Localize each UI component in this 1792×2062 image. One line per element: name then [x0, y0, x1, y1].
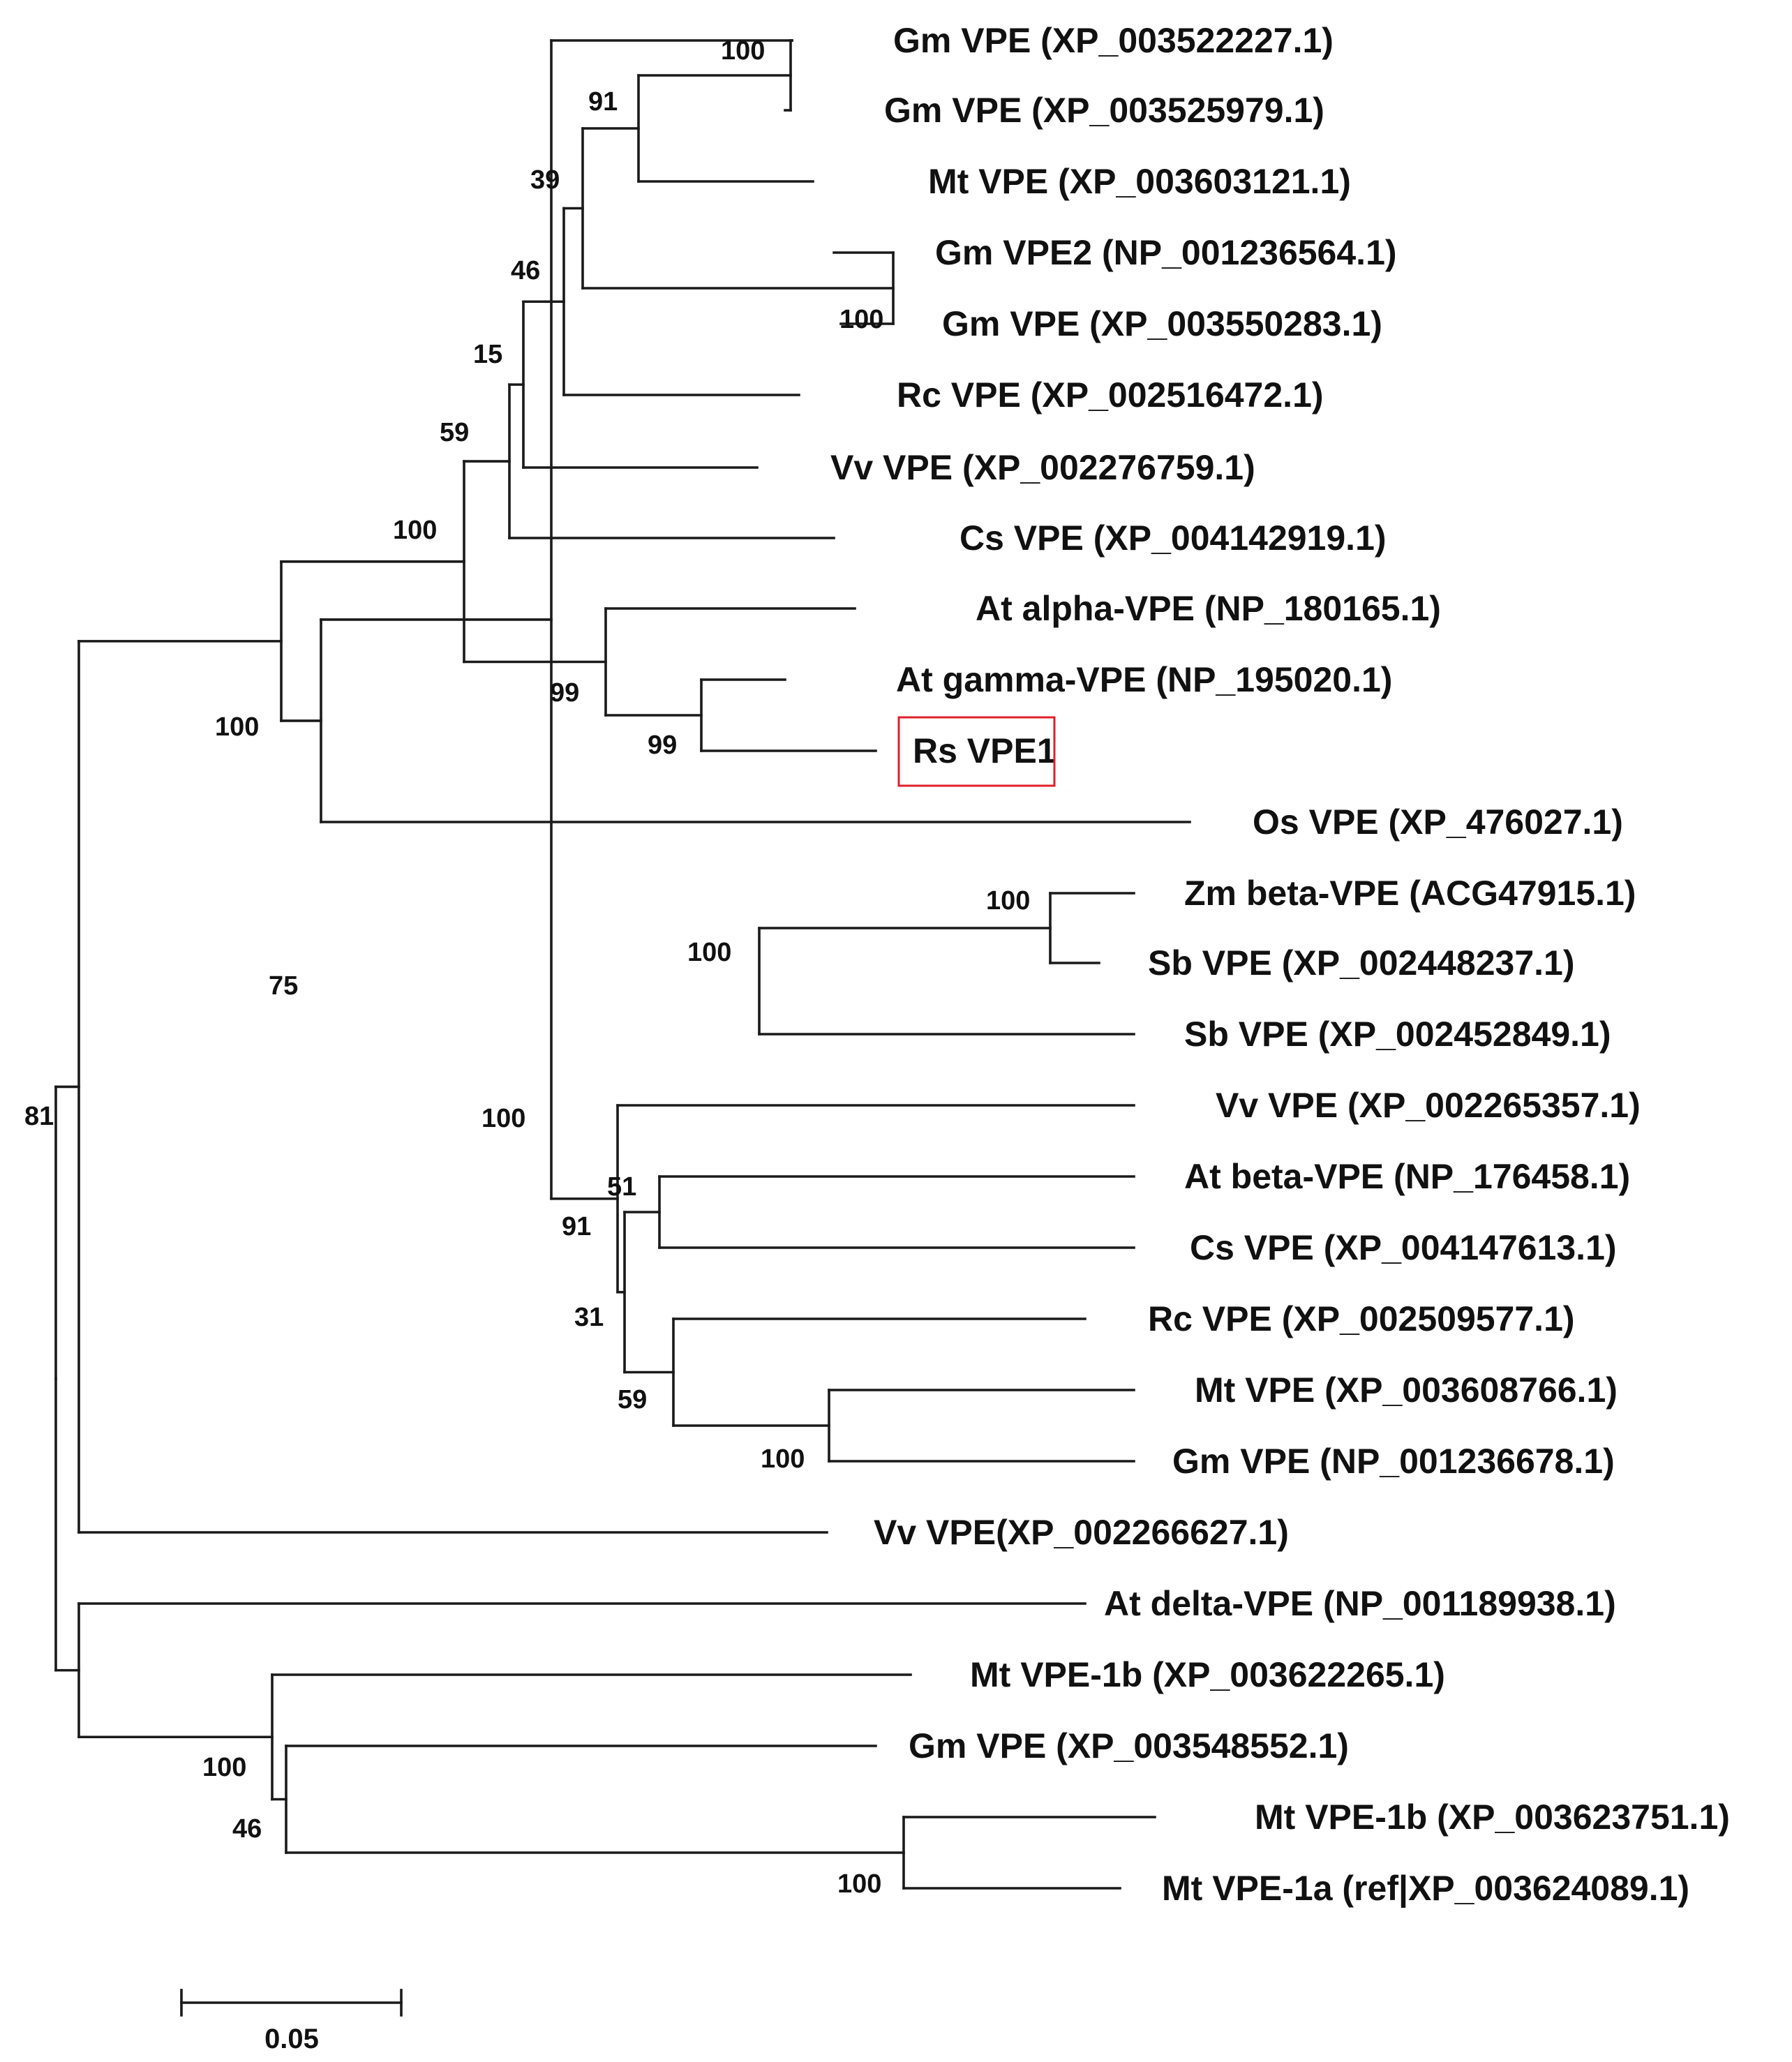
bootstrap-value: 100	[986, 886, 1030, 916]
leaf-label: Cs VPE (XP_004147613.1)	[1190, 1228, 1617, 1267]
scale-bar: 0.05	[180, 1989, 403, 2054]
bootstrap-value: 91	[588, 87, 618, 117]
leaf-labels: Gm VPE (XP_003522227.1) Gm VPE (XP_003525…	[830, 21, 1730, 1908]
bootstrap-value: 99	[550, 678, 579, 708]
highlight-box	[897, 716, 1056, 787]
leaf-label: Gm VPE (NP_001236678.1)	[1172, 1442, 1615, 1481]
tree-branches	[54, 39, 1191, 1890]
leaf-label: Zm beta-VPE (ACG47915.1)	[1184, 874, 1636, 913]
leaf-label: Gm VPE (XP_003550283.1)	[942, 304, 1382, 343]
bootstrap-value: 39	[530, 165, 560, 195]
bootstrap-value: 75	[269, 971, 298, 1001]
leaf-label: At delta-VPE (NP_001189938.1)	[1104, 1584, 1616, 1623]
leaf-label: Cs VPE (XP_004142919.1)	[960, 518, 1387, 558]
bootstrap-value: 100	[839, 305, 883, 334]
leaf-label: Mt VPE (XP_003608766.1)	[1195, 1370, 1618, 1410]
scale-bar-label: 0.05	[264, 2024, 319, 2054]
leaf-label: Mt VPE-1b (XP_003622265.1)	[970, 1655, 1445, 1694]
leaf-label: Gm VPE2 (NP_001236564.1)	[935, 233, 1397, 272]
leaf-label: Gm VPE (XP_003522227.1)	[893, 21, 1334, 60]
bootstrap-value: 100	[393, 516, 437, 545]
leaf-label: Mt VPE (XP_003603121.1)	[928, 162, 1351, 201]
bootstrap-value: 46	[232, 1814, 262, 1844]
leaf-label: Rs VPE1	[913, 731, 1056, 770]
leaf-label: Gm VPE (XP_003525979.1)	[884, 91, 1324, 130]
leaf-label: Os VPE (XP_476027.1)	[1253, 802, 1623, 842]
bootstrap-value: 91	[562, 1212, 591, 1241]
leaf-label: Mt VPE-1b (XP_003623751.1)	[1255, 1798, 1730, 1837]
bootstrap-value: 100	[761, 1444, 805, 1474]
bootstrap-value: 59	[618, 1385, 647, 1414]
bootstrap-value: 31	[574, 1303, 604, 1332]
bootstrap-value: 81	[24, 1102, 54, 1131]
bootstrap-value: 100	[202, 1753, 246, 1782]
bootstrap-value: 100	[687, 938, 731, 967]
leaf-label: Sb VPE (XP_002452849.1)	[1184, 1015, 1611, 1054]
bootstrap-value: 100	[481, 1104, 525, 1133]
leaf-label: At gamma-VPE (NP_195020.1)	[896, 660, 1392, 699]
leaf-label: Vv VPE (XP_002276759.1)	[830, 448, 1255, 487]
bootstrap-values: 100 91 39 100 46 15 59 100 99 99 100 100 100 75 100 51 9…	[24, 36, 1030, 1899]
bootstrap-value: 100	[837, 1869, 881, 1899]
leaf-label: Sb VPE (XP_002448237.1)	[1148, 943, 1575, 983]
bootstrap-value: 51	[607, 1172, 636, 1202]
leaf-label: Gm VPE (XP_003548552.1)	[909, 1726, 1349, 1765]
leaf-label: Rc VPE (XP_002509577.1)	[1148, 1299, 1575, 1338]
leaf-label: Vv VPE(XP_002266627.1)	[874, 1513, 1289, 1552]
bootstrap-value: 100	[721, 36, 765, 66]
bootstrap-value: 99	[648, 731, 677, 760]
bootstrap-value: 100	[215, 712, 259, 742]
bootstrap-value: 59	[440, 418, 469, 447]
bootstrap-value: 15	[473, 340, 502, 369]
bootstrap-value: 46	[511, 256, 540, 285]
leaf-label: Mt VPE-1a (ref|XP_003624089.1)	[1162, 1869, 1689, 1908]
leaf-label: Vv VPE (XP_002265357.1)	[1216, 1086, 1641, 1125]
leaf-label: At beta-VPE (NP_176458.1)	[1184, 1157, 1630, 1196]
leaf-label: At alpha-VPE (NP_180165.1)	[976, 589, 1441, 628]
leaf-label: Rc VPE (XP_002516472.1)	[897, 375, 1324, 414]
